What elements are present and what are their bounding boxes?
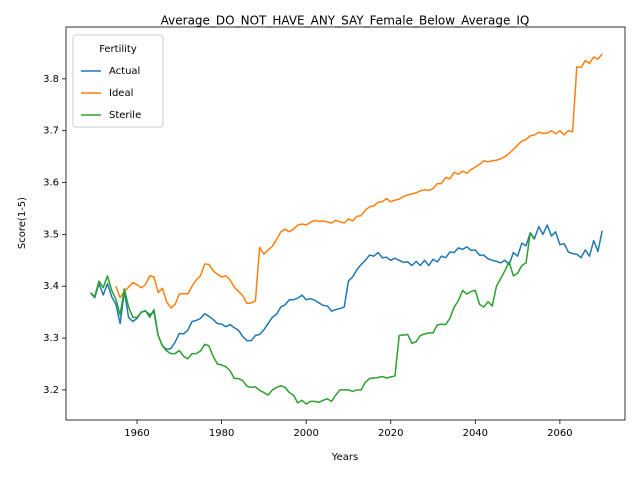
legend-label: Sterile: [109, 110, 141, 121]
legend-label: Actual: [109, 66, 140, 77]
x-tick-label: 1980: [209, 428, 234, 439]
y-tick-label: 3.6: [43, 178, 59, 189]
line-series: [90, 232, 536, 405]
y-tick-label: 3.8: [43, 74, 59, 85]
y-tick-label: 3.4: [43, 281, 59, 292]
y-tick-label: 3.7: [43, 126, 59, 137]
chart-title: Average_DO_NOT_HAVE_ANY_SAY_Female_Below…: [161, 14, 530, 28]
line-series: [115, 53, 603, 309]
x-tick-label: 2060: [547, 428, 572, 439]
x-axis-label: Years: [331, 452, 358, 463]
y-tick-label: 3.5: [43, 229, 59, 240]
legend-title: Fertility: [99, 44, 137, 55]
x-tick-label: 2040: [463, 428, 488, 439]
y-tick-label: 3.3: [43, 333, 59, 344]
plot-frame: [65, 26, 626, 421]
x-tick-label: 1960: [124, 428, 149, 439]
legend-label: Ideal: [109, 88, 133, 99]
y-tick-label: 3.2: [43, 385, 59, 396]
line-series: [89, 224, 603, 351]
x-tick-label: 2020: [378, 428, 403, 439]
x-tick-label: 2000: [293, 428, 318, 439]
y-axis-label: Score(1-5): [17, 197, 28, 249]
legend-box: [72, 34, 164, 128]
